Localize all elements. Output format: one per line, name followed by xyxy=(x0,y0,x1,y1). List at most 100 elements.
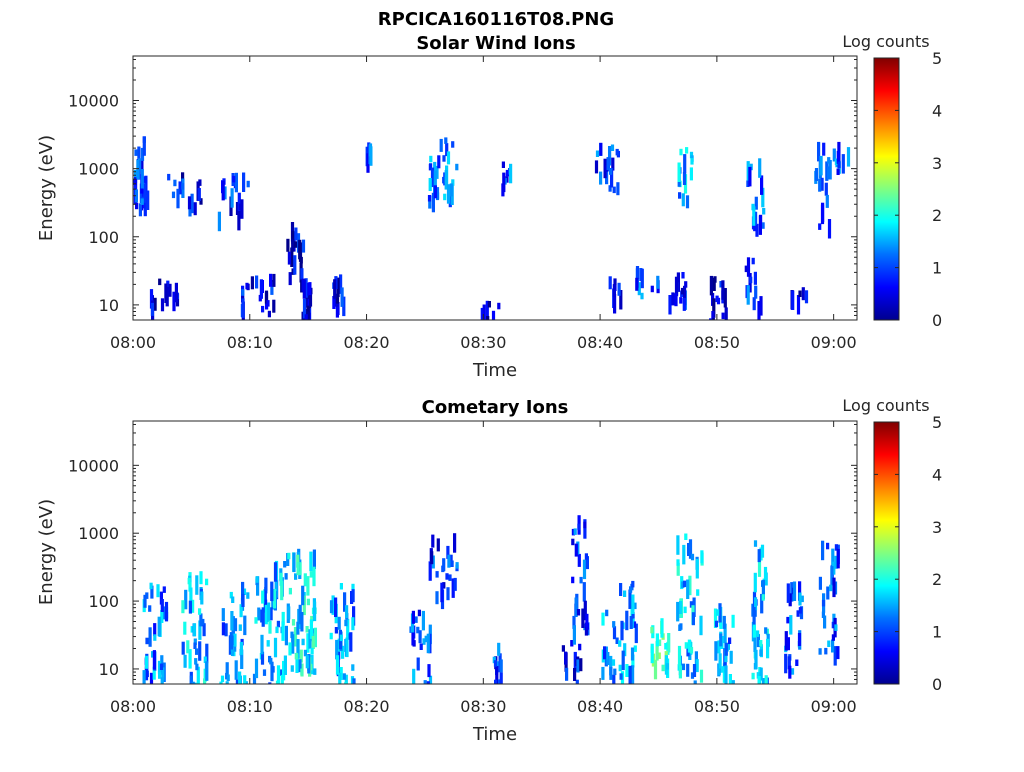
data-cell xyxy=(309,619,313,639)
data-cell xyxy=(826,586,830,600)
data-cell xyxy=(433,170,437,190)
data-cell xyxy=(724,665,728,684)
data-cell xyxy=(291,619,296,626)
data-cell xyxy=(798,592,802,606)
data-cell xyxy=(133,178,137,186)
data-cell xyxy=(756,634,760,648)
data-cell xyxy=(181,641,185,655)
data-cell xyxy=(203,656,207,663)
y-tick-label: 10 xyxy=(99,660,119,679)
data-cell xyxy=(287,552,291,560)
data-cell xyxy=(625,664,629,677)
data-cell xyxy=(351,617,355,631)
data-cell xyxy=(337,646,341,660)
data-cell xyxy=(160,677,164,684)
colorbar-tick-label: 0 xyxy=(932,311,942,330)
data-cell xyxy=(341,645,345,659)
x-tick-label: 08:50 xyxy=(694,697,740,716)
data-cell xyxy=(134,177,138,197)
data-cell xyxy=(724,642,728,656)
data-cell xyxy=(446,587,450,601)
y-tick-label: 100 xyxy=(88,592,119,611)
data-cell xyxy=(760,593,764,614)
data-cell xyxy=(603,646,607,660)
data-cell xyxy=(631,654,635,668)
data-cell xyxy=(439,138,443,152)
data-cell xyxy=(505,176,509,183)
data-cell xyxy=(784,631,788,651)
data-cell xyxy=(349,632,353,652)
data-cell xyxy=(576,609,581,616)
data-cell xyxy=(581,608,585,628)
data-cell xyxy=(153,623,157,637)
data-cell xyxy=(268,620,272,634)
data-cell xyxy=(836,548,840,569)
data-cell xyxy=(746,257,751,277)
data-cell xyxy=(683,580,687,588)
data-cell xyxy=(634,623,638,644)
data-cell xyxy=(570,640,574,647)
data-cell xyxy=(294,652,298,660)
data-cell xyxy=(269,607,273,621)
data-cell xyxy=(680,287,685,295)
data-cell xyxy=(709,318,713,320)
data-cell xyxy=(140,169,144,189)
data-cell xyxy=(201,618,205,626)
x-tick-label: 08:00 xyxy=(110,333,156,352)
data-cell xyxy=(711,317,715,320)
data-cell xyxy=(786,616,790,624)
data-cell xyxy=(149,582,153,590)
colorbar xyxy=(873,421,900,685)
data-cell xyxy=(417,609,421,617)
data-cell xyxy=(700,550,704,564)
data-cell xyxy=(198,179,202,186)
data-cell xyxy=(149,672,154,684)
data-cell xyxy=(337,616,341,630)
data-cell xyxy=(676,562,680,576)
data-cell xyxy=(194,658,198,665)
data-cell xyxy=(229,591,233,599)
data-cell xyxy=(284,573,288,580)
data-cell xyxy=(135,202,139,210)
data-cell xyxy=(243,615,247,636)
data-cell xyxy=(485,300,489,320)
data-cell xyxy=(292,552,296,573)
data-cell xyxy=(221,622,225,636)
data-cell xyxy=(261,590,265,604)
data-cell xyxy=(295,653,299,673)
data-cell xyxy=(686,579,690,599)
data-cell xyxy=(757,557,762,577)
data-cell xyxy=(173,179,177,187)
data-cell xyxy=(657,652,661,659)
data-cell xyxy=(231,596,235,603)
data-cell xyxy=(754,649,758,670)
data-cell xyxy=(619,673,623,680)
data-cell xyxy=(186,640,190,654)
data-cell xyxy=(150,585,154,599)
data-cell xyxy=(754,196,758,210)
data-cell xyxy=(241,581,245,602)
data-cell xyxy=(764,675,768,684)
data-cell xyxy=(830,566,834,586)
data-cell xyxy=(443,193,447,201)
data-cell xyxy=(183,654,187,668)
data-cell xyxy=(193,638,197,645)
data-cell xyxy=(665,663,669,670)
data-cell xyxy=(172,291,176,312)
data-cell xyxy=(613,294,617,314)
data-cell xyxy=(759,649,763,656)
data-cell xyxy=(233,618,238,632)
data-cell xyxy=(252,673,257,684)
data-cell xyxy=(345,605,349,619)
data-cell xyxy=(291,634,295,654)
data-cell xyxy=(787,656,791,670)
data-cell xyxy=(270,581,274,602)
y-tick-label: 10000 xyxy=(68,456,119,475)
data-cell xyxy=(759,296,763,316)
data-cell xyxy=(196,666,200,684)
data-cell xyxy=(450,560,454,567)
data-cell xyxy=(426,681,430,684)
data-cell xyxy=(753,597,758,611)
data-cell xyxy=(153,634,157,641)
data-cell xyxy=(674,293,678,307)
